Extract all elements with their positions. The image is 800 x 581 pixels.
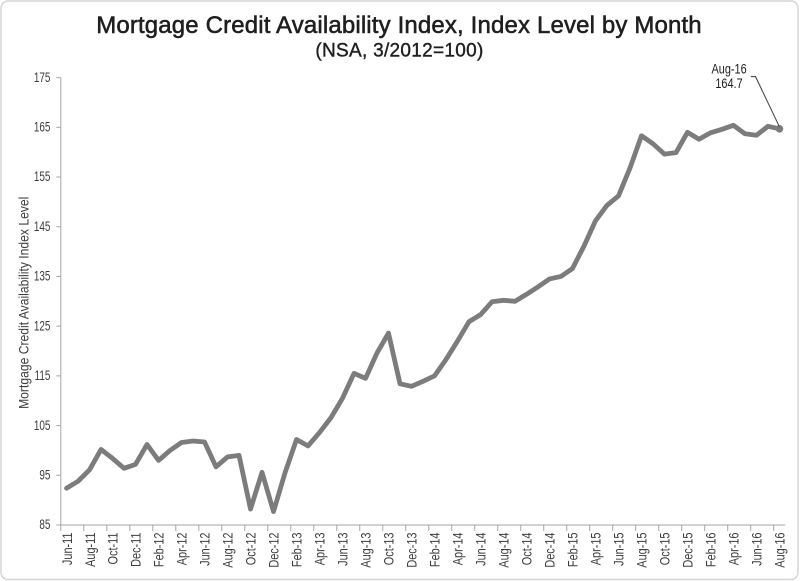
svg-text:125: 125 [34,318,51,334]
svg-text:155: 155 [34,169,51,185]
svg-text:Feb-12: Feb-12 [151,532,167,567]
svg-text:85: 85 [39,517,50,533]
svg-text:Aug-16: Aug-16 [772,532,788,567]
svg-text:Dec-13: Dec-13 [404,532,420,567]
svg-text:Feb-14: Feb-14 [427,532,443,567]
svg-text:Apr-14: Apr-14 [450,532,466,565]
svg-text:Dec-12: Dec-12 [266,532,282,567]
svg-text:Mortgage Credit Availability I: Mortgage Credit Availability Index, Inde… [96,12,702,39]
svg-text:135: 135 [34,268,51,284]
svg-text:Apr-12: Apr-12 [174,532,190,565]
svg-text:Jun-12: Jun-12 [197,532,213,565]
svg-text:105: 105 [34,417,51,433]
svg-text:Jun-16: Jun-16 [749,532,765,565]
svg-text:115: 115 [35,367,51,383]
svg-text:Apr-16: Apr-16 [726,532,742,565]
svg-text:Aug-16: Aug-16 [712,61,747,77]
svg-text:Jun-11: Jun-11 [59,532,75,565]
svg-text:Oct-11: Oct-11 [105,532,121,564]
svg-text:Oct-13: Oct-13 [381,532,397,565]
svg-text:Dec-11: Dec-11 [128,532,144,566]
svg-text:Dec-15: Dec-15 [680,532,696,567]
svg-text:Apr-15: Apr-15 [588,532,604,565]
svg-text:Mortgage Credit Availability I: Mortgage Credit Availability Index Level [16,197,32,409]
svg-text:145: 145 [34,218,51,234]
svg-text:164.7: 164.7 [715,76,742,92]
svg-text:Jun-14: Jun-14 [473,532,489,565]
svg-text:95: 95 [39,467,50,483]
svg-text:Dec-14: Dec-14 [542,532,558,567]
svg-text:Aug-11: Aug-11 [82,532,98,566]
svg-text:Aug-14: Aug-14 [496,532,512,567]
svg-text:175: 175 [34,69,51,85]
svg-text:Feb-13: Feb-13 [289,532,305,567]
svg-text:Aug-13: Aug-13 [358,532,374,567]
svg-text:Jun-13: Jun-13 [335,532,351,565]
svg-text:Feb-16: Feb-16 [703,532,719,567]
svg-text:Oct-12: Oct-12 [243,532,259,565]
svg-text:165: 165 [34,119,51,135]
svg-text:Oct-14: Oct-14 [519,532,535,565]
svg-text:Jun-15: Jun-15 [611,532,627,565]
svg-text:Feb-15: Feb-15 [565,532,581,567]
svg-text:Aug-12: Aug-12 [220,532,236,567]
svg-text:Oct-15: Oct-15 [657,532,673,565]
svg-text:Aug-15: Aug-15 [634,532,650,567]
svg-text:(NSA, 3/2012=100): (NSA, 3/2012=100) [315,40,483,61]
svg-text:Apr-13: Apr-13 [312,532,328,565]
